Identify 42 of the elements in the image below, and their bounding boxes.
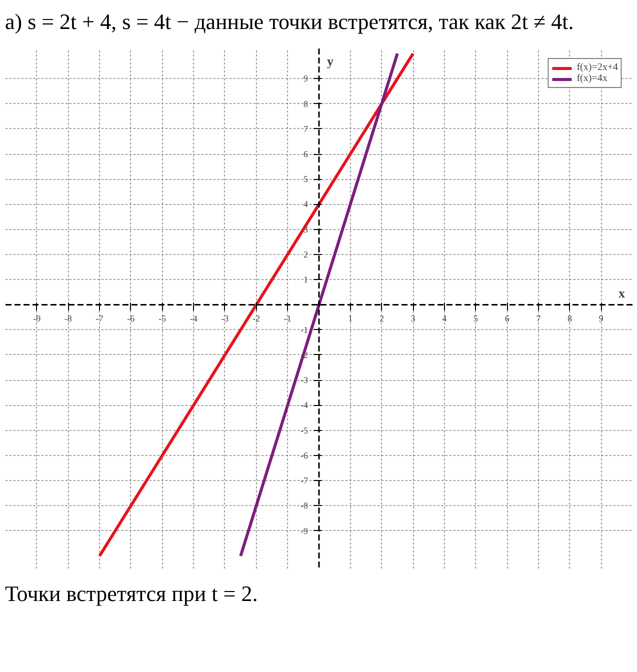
y-tick-label: 1	[304, 274, 308, 285]
x-tick-label: -8	[64, 314, 72, 324]
x-tick-label: 5	[474, 314, 478, 324]
ref-line-label: y	[327, 54, 334, 68]
ref-line-label: x	[618, 286, 626, 301]
y-tick-label: 8	[304, 98, 308, 109]
x-tick-label: 3	[410, 314, 416, 324]
x-tick-label: 8	[568, 314, 573, 324]
y-tick-label: -3	[300, 375, 308, 386]
chart-title: а) s = 2t + 4, s = 4t − данные точки встретятся, так как 2t ≠ 4t.	[5, 8, 574, 36]
y-tick-label: 6	[304, 149, 308, 160]
y-tick-label: 3	[304, 224, 308, 234]
x-tick-label: 6	[504, 314, 510, 324]
text: Точки встретятся при t = 2.	[5, 580, 258, 608]
y-tick-label: 2	[304, 249, 308, 260]
x-tick-label: 7	[536, 314, 542, 324]
x-tick-label: -3	[221, 314, 230, 324]
x-tick-label: -6	[127, 314, 136, 324]
y-tick-label: -5	[300, 425, 308, 436]
x-tick-label: -4	[190, 314, 198, 324]
x-tick-label: -7	[96, 314, 104, 324]
x-tick-label: 1	[348, 314, 353, 324]
y-tick-label: -4	[300, 400, 308, 410]
x-tick-label: 9	[598, 314, 604, 324]
y-tick-label: -8	[300, 500, 308, 511]
x-tick-label: -1	[284, 314, 292, 324]
y-tick-label: 7	[304, 124, 308, 134]
x-tick-label: 4	[442, 314, 448, 324]
y-tick-label: -6	[300, 450, 308, 460]
x-tick-label: -9	[33, 314, 42, 324]
y-tick-label: -1	[300, 324, 308, 335]
y-tick-label: 9	[304, 74, 308, 84]
y-tick-label: -2	[300, 350, 308, 360]
x-tick-label: -5	[158, 314, 166, 324]
legend-label: f(x)=2x+4	[576, 62, 618, 73]
y-tick-label: -9	[300, 526, 308, 536]
y-tick-label: 4	[304, 199, 308, 210]
y-tick-label: 5	[304, 174, 308, 184]
x-tick-label: -2	[252, 314, 260, 324]
legend-label: f(x)=4x	[576, 73, 608, 84]
y-tick-label: -7	[300, 476, 308, 486]
x-tick-label: 2	[379, 314, 384, 324]
